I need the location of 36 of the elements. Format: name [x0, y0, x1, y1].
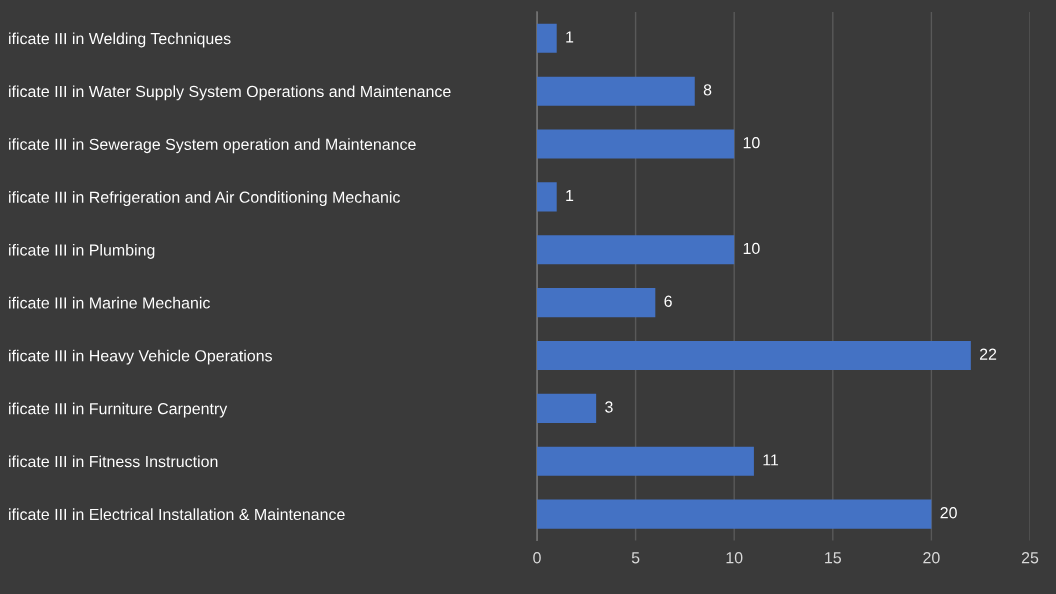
- y-tick-label: ificate III in Refrigeration and Air Conditioning Mechanic: [9, 191, 400, 207]
- bar: [537, 235, 735, 265]
- data-label: 1: [566, 31, 574, 43]
- y-tick-label: ificate III in Furniture Carpentry: [9, 402, 228, 418]
- data-label: 11: [763, 454, 779, 466]
- bar: [537, 393, 597, 423]
- data-label: 22: [979, 348, 997, 360]
- y-tick-label: ificate III in Fitness Instruction: [9, 455, 218, 468]
- data-label: 1: [566, 190, 574, 202]
- bar: [537, 288, 656, 318]
- y-tick-label: ificate III in Sewerage System operation and Maintenance: [9, 138, 416, 154]
- y-tick-label: ificate III in Water Supply System Operations and Maintenance: [9, 85, 451, 101]
- bar: [537, 499, 932, 529]
- bar: [537, 340, 971, 371]
- x-tick-label: 0: [533, 552, 541, 564]
- data-label: 3: [605, 401, 613, 413]
- y-tick-label: ificate III in Electrical Installation & Maintenance: [9, 508, 345, 521]
- bar: [537, 182, 557, 212]
- bar: [537, 446, 754, 476]
- data-label: 8: [703, 84, 712, 96]
- y-tick-label: ificate III in Heavy Vehicle Operations: [9, 349, 272, 365]
- data-label: 10: [743, 242, 760, 255]
- x-tick-label: 25: [1021, 552, 1039, 564]
- x-tick-label: 15: [825, 552, 842, 564]
- x-tick-label: 5: [631, 552, 640, 564]
- data-label: 10: [743, 137, 760, 149]
- y-tick-label: ificate III in Welding Techniques: [9, 32, 231, 48]
- y-tick-label: ificate III in Plumbing: [9, 243, 155, 259]
- bar: [537, 129, 735, 159]
- x-tick-label: 10: [726, 552, 743, 564]
- data-label: 6: [664, 295, 672, 307]
- x-tick-label: 20: [923, 552, 940, 564]
- data-label: 20: [940, 507, 957, 519]
- bar: [537, 76, 695, 106]
- y-tick-label: ificate III in Marine Mechanic: [9, 296, 210, 309]
- bar: [537, 23, 557, 53]
